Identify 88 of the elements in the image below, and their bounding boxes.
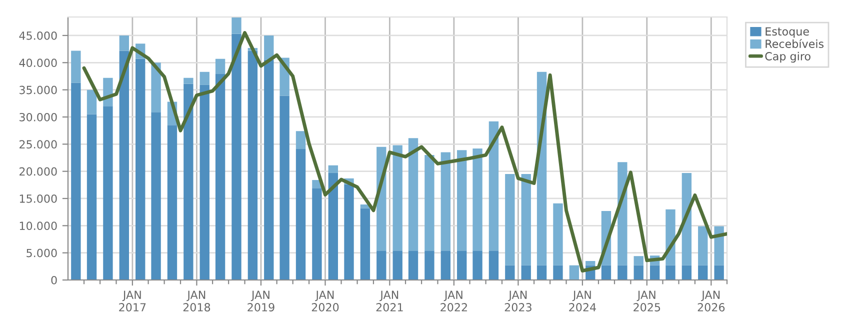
bar bbox=[119, 35, 130, 51]
y-tick-label: 40.000 bbox=[19, 58, 57, 68]
y-tick-label: 10.000 bbox=[20, 222, 57, 230]
x-tick-label: JAN 2018 bbox=[183, 290, 210, 312]
bar bbox=[119, 50, 130, 280]
x-tick-label: JAN 2021 bbox=[376, 290, 403, 312]
x-tick-label: JAN 2024 bbox=[569, 290, 596, 312]
bar bbox=[296, 149, 306, 280]
bar bbox=[698, 226, 708, 266]
bar bbox=[424, 250, 434, 280]
bar bbox=[650, 265, 660, 280]
y-tick-label: 20.000 bbox=[20, 167, 57, 176]
bar bbox=[200, 72, 210, 85]
bar bbox=[136, 58, 146, 280]
bar bbox=[71, 82, 81, 280]
bar bbox=[569, 265, 580, 280]
x-tick-label: JAN 2017 bbox=[119, 290, 146, 312]
x-tick-label: JAN 2025 bbox=[634, 290, 660, 312]
legend-label: Recebíveis bbox=[766, 38, 824, 48]
bar bbox=[312, 188, 322, 280]
y-tick-label: 25.000 bbox=[20, 140, 57, 149]
x-tick-label: JAN 2022 bbox=[440, 290, 467, 312]
bar bbox=[553, 265, 563, 280]
bar bbox=[634, 265, 644, 280]
y-tick-label: 5.000 bbox=[26, 248, 57, 258]
legend-label: Cap giro bbox=[765, 52, 810, 63]
bar bbox=[440, 152, 450, 251]
bar bbox=[151, 62, 161, 112]
bar bbox=[408, 138, 418, 251]
bar bbox=[698, 265, 708, 280]
bar bbox=[618, 265, 628, 280]
bar bbox=[232, 17, 242, 34]
x-tick-label: JAN 2026 bbox=[698, 290, 725, 312]
bar bbox=[392, 145, 402, 251]
bar bbox=[280, 96, 290, 280]
bar bbox=[505, 265, 515, 280]
bar bbox=[536, 265, 547, 280]
y-tick-label: 0 bbox=[51, 276, 57, 284]
bar bbox=[215, 74, 226, 280]
x-tick-label: JAN 2019 bbox=[248, 290, 274, 312]
bar bbox=[215, 58, 226, 74]
x-tick-label: JAN 2020 bbox=[312, 290, 339, 312]
bar bbox=[296, 131, 306, 150]
bar bbox=[86, 90, 97, 114]
bar bbox=[264, 60, 274, 280]
bar bbox=[488, 250, 499, 280]
y-tick-label: 15.000 bbox=[20, 194, 57, 203]
y-tick-label: 45.000 bbox=[19, 31, 57, 40]
y-tick-label: 35.000 bbox=[20, 86, 57, 94]
bar bbox=[360, 208, 370, 280]
x-tick-label: JAN 2023 bbox=[504, 290, 532, 312]
bar bbox=[408, 250, 418, 280]
bar bbox=[666, 265, 676, 280]
bar bbox=[472, 148, 482, 251]
bar bbox=[103, 106, 113, 280]
bar bbox=[376, 250, 386, 280]
bar bbox=[232, 34, 242, 280]
bar bbox=[472, 250, 482, 280]
bar bbox=[634, 256, 644, 266]
bar bbox=[264, 35, 274, 60]
bar bbox=[586, 260, 596, 266]
bar bbox=[86, 114, 97, 280]
bar bbox=[248, 50, 258, 280]
bar bbox=[392, 250, 402, 280]
bar bbox=[440, 250, 450, 280]
bar bbox=[200, 84, 210, 280]
bar bbox=[457, 150, 467, 251]
y-tick-label: 30.000 bbox=[20, 112, 57, 122]
bar bbox=[488, 121, 499, 251]
bar bbox=[151, 112, 161, 280]
bar bbox=[521, 174, 531, 266]
legend-label: Estoque bbox=[766, 27, 809, 38]
line-series bbox=[82, 31, 727, 272]
bar bbox=[167, 125, 178, 280]
bar bbox=[553, 203, 563, 266]
bar bbox=[505, 174, 515, 266]
bar bbox=[457, 250, 467, 280]
bar bbox=[714, 265, 724, 280]
bar bbox=[184, 84, 194, 280]
bar bbox=[682, 265, 692, 280]
bar bbox=[424, 155, 434, 251]
bar bbox=[328, 165, 338, 173]
bar bbox=[71, 50, 81, 83]
bar bbox=[328, 172, 338, 280]
bar bbox=[521, 265, 531, 280]
bar bbox=[184, 78, 194, 84]
bar bbox=[601, 265, 612, 280]
bar bbox=[344, 184, 354, 280]
